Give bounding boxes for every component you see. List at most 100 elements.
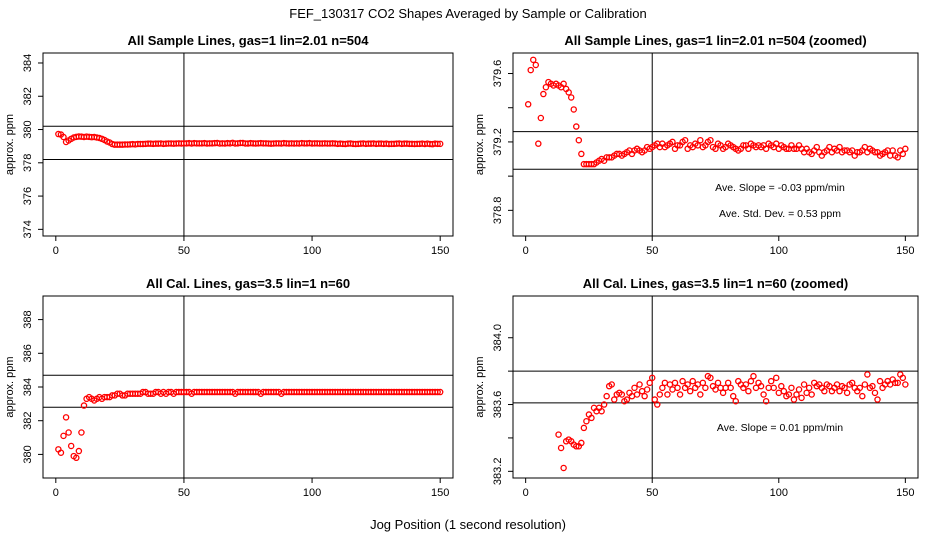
data-point — [699, 379, 707, 387]
data-points — [55, 388, 444, 462]
data-point — [530, 56, 537, 64]
y-tick-label: 388 — [22, 310, 34, 328]
data-point — [800, 381, 808, 388]
x-tick-label: 50 — [178, 245, 190, 257]
data-point — [656, 391, 664, 398]
y-axis-label: approx. ppm — [4, 114, 16, 175]
data-point — [740, 142, 747, 149]
data-point — [588, 414, 595, 422]
data-point — [633, 391, 641, 398]
panel-3: All Cal. Lines, gas=3.5 lin=1 n=60 0 50 100… — [4, 276, 454, 499]
data-point — [767, 377, 775, 385]
data-point — [793, 391, 800, 398]
data-point — [745, 387, 752, 395]
data-point — [532, 61, 540, 69]
data-point — [902, 381, 909, 388]
y-tick-label: 384.0 — [492, 324, 504, 352]
data-point — [773, 374, 780, 382]
data-point — [560, 464, 567, 472]
data-point — [790, 396, 798, 403]
y-axis-label: approx. ppm — [4, 356, 16, 417]
data-point — [65, 429, 72, 436]
panel-title: All Cal. Lines, gas=3.5 lin=1 n=60 — [146, 276, 350, 291]
data-point — [540, 90, 547, 98]
data-point — [674, 384, 681, 392]
data-point — [608, 381, 615, 388]
x-tick-label: 100 — [303, 487, 321, 499]
data-point — [861, 381, 869, 388]
x-tick-label: 100 — [770, 245, 788, 257]
annotation: Ave. Std. Dev. = 0.53 ppm — [719, 208, 841, 220]
plot-frame — [42, 295, 454, 479]
data-point — [598, 407, 605, 415]
data-point — [573, 443, 580, 450]
y-tick-label: 378.8 — [492, 197, 504, 225]
data-point — [436, 388, 444, 396]
data-point — [557, 444, 565, 452]
data-point — [603, 392, 610, 400]
data-point — [702, 384, 709, 392]
data-point — [894, 154, 902, 161]
data-point — [859, 392, 866, 400]
figure-title: FEF_130317 CO2 Shapes Averaged by Sample… — [289, 6, 646, 21]
data-point — [55, 130, 62, 138]
data-point — [747, 377, 755, 385]
data-point — [757, 382, 765, 390]
data-point — [575, 136, 583, 144]
data-point — [778, 382, 785, 390]
data-point — [681, 136, 689, 144]
data-point — [434, 140, 441, 148]
data-point — [876, 377, 884, 385]
plot-frame — [512, 52, 919, 237]
x-tick-label: 0 — [53, 245, 59, 257]
figure-x-label: Jog Position (1 second resolution) — [370, 517, 566, 532]
data-point — [578, 439, 585, 447]
data-point — [871, 148, 879, 156]
data-point — [727, 384, 734, 392]
x-tick-label: 150 — [896, 487, 914, 499]
data-point — [611, 396, 618, 403]
data-point — [902, 145, 909, 153]
x-tick-label: 0 — [523, 487, 529, 499]
data-point — [67, 442, 75, 450]
y-tick-label: 378 — [22, 154, 34, 172]
data-points — [55, 130, 444, 148]
data-point — [821, 387, 828, 395]
data-point — [894, 379, 902, 387]
data-point — [712, 145, 719, 153]
data-point — [707, 374, 714, 382]
data-point — [762, 145, 770, 153]
data-point — [719, 389, 727, 397]
data-point — [636, 381, 643, 388]
data-point — [899, 150, 907, 158]
data-point — [843, 389, 851, 397]
data-point — [669, 138, 676, 146]
data-point — [600, 401, 608, 408]
data-point — [648, 374, 656, 382]
y-axis-label: approx. ppm — [474, 114, 486, 175]
data-point — [567, 94, 575, 101]
x-tick-label: 0 — [523, 245, 529, 257]
annotation: Ave. Slope = -0.03 ppm/min — [715, 182, 845, 194]
data-point — [780, 387, 788, 395]
data-point — [570, 106, 578, 113]
x-tick-label: 150 — [431, 245, 449, 257]
data-point — [573, 123, 580, 130]
data-point — [75, 447, 83, 455]
x-tick-label: 50 — [178, 487, 190, 499]
data-point — [73, 454, 80, 462]
data-point — [524, 101, 532, 108]
data-point — [724, 379, 732, 387]
y-tick-label: 380 — [22, 445, 34, 463]
data-point — [783, 145, 790, 153]
y-tick-label: 384 — [22, 378, 34, 396]
y-tick-label: 383.2 — [492, 458, 504, 486]
y-tick-label: 382 — [22, 412, 34, 430]
data-point — [869, 382, 876, 390]
data-point — [565, 89, 572, 96]
y-tick-label: 382 — [22, 87, 34, 105]
annotation: Ave. Slope = 0.01 ppm/min — [717, 422, 843, 434]
data-point — [808, 391, 815, 398]
data-point — [745, 145, 752, 153]
